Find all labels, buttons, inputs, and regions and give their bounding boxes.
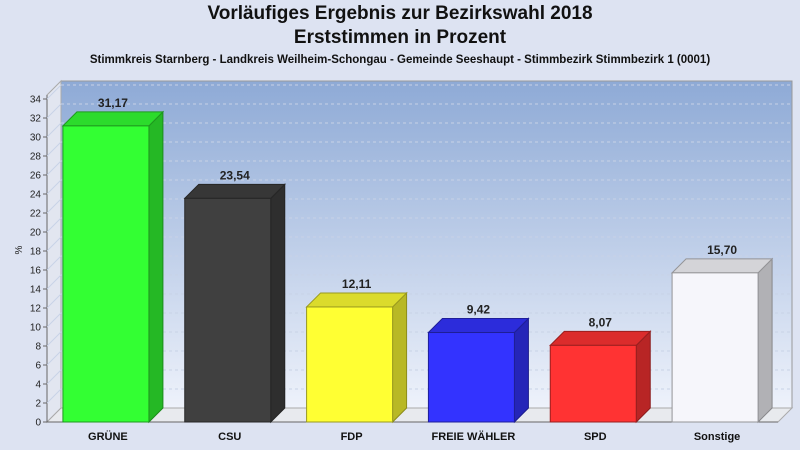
gridline-side <box>46 274 62 290</box>
y-tick-label: 12 <box>30 304 42 315</box>
bar-top <box>183 183 286 199</box>
gridline-side <box>46 217 62 233</box>
bar-value-label: 31,17 <box>98 96 128 110</box>
bar-value-label: 12,11 <box>342 277 372 291</box>
chart-title-line-2: Erststimmen in Prozent <box>293 27 507 48</box>
bar <box>306 306 394 423</box>
plot-side-wall <box>46 79 62 424</box>
x-tick-label: GRÜNE <box>88 430 128 443</box>
y-tick-label: 6 <box>35 361 41 372</box>
y-axis-label: % <box>14 245 25 254</box>
y-tick-label: 32 <box>30 114 42 125</box>
bar-side <box>392 291 408 424</box>
y-tick-label: 20 <box>30 228 42 239</box>
gridline-side <box>46 293 62 309</box>
gridline-side <box>46 369 62 385</box>
y-tick-label: 8 <box>35 342 41 353</box>
bar-side <box>635 330 651 424</box>
bar <box>549 344 637 423</box>
bar <box>184 197 272 423</box>
y-tick-label: 10 <box>30 323 42 334</box>
gridline-side <box>46 103 62 119</box>
y-tick-label: 28 <box>30 152 42 163</box>
bar-value-label: 8,07 <box>589 315 613 329</box>
bar-sonstige <box>670 257 774 424</box>
bar-side <box>757 257 773 424</box>
bar <box>671 272 759 423</box>
y-tick-label: 14 <box>30 285 42 296</box>
bar-spd <box>549 330 652 424</box>
chart-title: Vorläufiges Ergebnis zur Bezirkswahl 201… <box>207 3 593 24</box>
y-tick-label: 24 <box>30 190 42 201</box>
gridline-side <box>46 331 62 347</box>
bar-top <box>305 292 408 308</box>
bar-top <box>549 330 652 346</box>
bar-value-label: 15,70 <box>707 243 737 257</box>
y-tick-label: 18 <box>30 247 42 258</box>
y-tick-label: 34 <box>30 95 42 106</box>
gridline-side <box>46 312 62 328</box>
chart-subtitle: Stimmkreis Starnberg - Landkreis Weilhei… <box>89 54 711 66</box>
gridline-side <box>46 122 62 138</box>
bar <box>427 332 515 423</box>
bar-top <box>61 111 165 127</box>
bar-side <box>513 317 529 424</box>
y-tick-label: 2 <box>35 399 41 410</box>
gridline-side <box>46 141 62 157</box>
bar-top <box>427 318 530 334</box>
y-tick-label: 22 <box>30 209 42 220</box>
gridline-side <box>46 179 62 195</box>
y-tick-label: 4 <box>35 380 41 391</box>
gridline-side <box>46 198 62 214</box>
bar-csu <box>183 183 286 424</box>
x-tick-label: SPD <box>584 431 607 443</box>
bar-value-label: 9,42 <box>467 303 491 317</box>
bar <box>62 125 150 423</box>
bar-fdp <box>305 291 408 424</box>
x-tick-label: FREIE WÄHLER <box>432 430 516 443</box>
gridline-side <box>46 350 62 366</box>
gridline-side <box>46 388 62 404</box>
gridline-side <box>46 160 62 176</box>
gridline-side <box>46 236 62 252</box>
gridline-side <box>46 84 62 100</box>
bar-value-label: 23,54 <box>220 168 250 182</box>
y-tick-label: 26 <box>30 171 42 182</box>
bar-grüne <box>61 110 165 424</box>
bar-freie-wähler <box>427 317 530 424</box>
x-tick-label: Sonstige <box>694 431 740 443</box>
y-tick-label: 0 <box>35 418 41 429</box>
gridline-side <box>46 255 62 271</box>
bar-side <box>148 110 164 424</box>
y-tick-label: 16 <box>30 266 42 277</box>
bar-side <box>270 183 286 424</box>
bar-top <box>670 258 774 274</box>
x-tick-label: FDP <box>341 431 363 443</box>
y-tick-label: 30 <box>30 133 42 144</box>
x-tick-label: CSU <box>218 431 241 443</box>
